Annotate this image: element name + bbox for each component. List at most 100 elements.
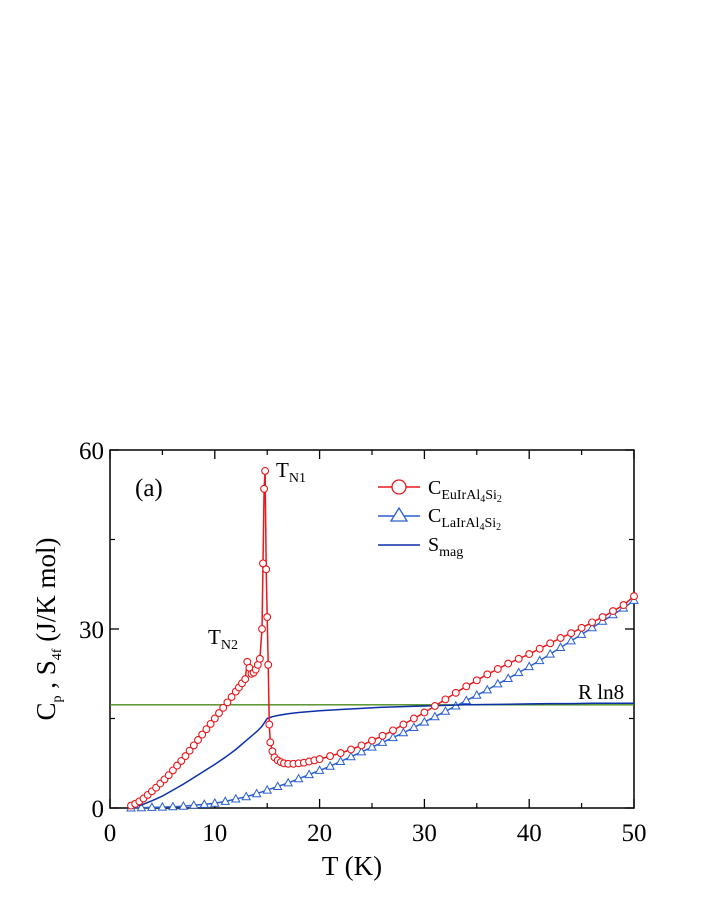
point-eu-76: [525, 650, 534, 659]
point-la-26: [398, 727, 409, 737]
point-la-13: [262, 784, 273, 794]
point-eu-57: [326, 752, 335, 761]
point-la-22: [356, 746, 367, 756]
legend-entry-eu: CEuIrAl4Si2: [378, 477, 502, 505]
point-eu-74: [504, 659, 513, 668]
point-eu-15: [189, 741, 198, 750]
point-la-30: [440, 706, 451, 715]
point-eu-16: [194, 736, 202, 744]
series-eu: [127, 466, 638, 810]
point-la-19: [325, 760, 335, 770]
point-eu-70: [462, 682, 471, 691]
y-tick-label-1: 30: [79, 617, 104, 644]
y-axis-title: Cp , S4f (J/K mol): [31, 538, 65, 721]
point-eu-43: [265, 720, 274, 729]
point-eu-28: [241, 675, 250, 684]
point-eu-10: [168, 766, 177, 775]
point-eu-60: [357, 741, 366, 750]
point-eu-37: [259, 559, 267, 568]
point-la-15: [283, 777, 294, 787]
point-la-36: [503, 673, 514, 682]
x-tick-label-4: 40: [517, 820, 542, 847]
point-eu-68: [441, 695, 450, 704]
svg-text:Smag: Smag: [428, 534, 463, 560]
point-eu-63: [389, 726, 397, 735]
point-la-42: [566, 635, 576, 645]
point-la-8: [209, 797, 220, 807]
point-eu-59: [347, 745, 355, 754]
point-eu-75: [514, 654, 523, 663]
legend-marker-la: [389, 506, 409, 522]
point-eu-35: [255, 654, 264, 663]
point-la-41: [555, 642, 566, 651]
point-la-44: [587, 622, 597, 632]
series-smag: [130, 702, 634, 809]
point-la-9: [220, 796, 231, 805]
point-la-40: [545, 648, 556, 658]
point-eu-80: [567, 629, 576, 638]
point-eu-85: [619, 601, 628, 610]
point-eu-81: [577, 623, 586, 632]
point-la-21: [346, 751, 356, 761]
point-eu-78: [546, 639, 555, 648]
point-la-24: [377, 737, 388, 746]
point-eu-62: [378, 731, 387, 740]
point-eu-77: [535, 644, 544, 653]
point-eu-13: [181, 752, 190, 761]
legend-entry-la: CLaIrAl4Si2: [378, 505, 501, 533]
point-la-3: [157, 801, 168, 811]
point-eu-17: [198, 730, 207, 739]
point-eu-12: [177, 756, 186, 765]
series-la: [126, 595, 639, 812]
annotation-tn1: TN1: [276, 458, 306, 486]
point-la-11: [241, 791, 252, 801]
x-tick-label-0: 0: [104, 820, 117, 847]
x-tick-label-1: 10: [202, 820, 227, 847]
y-tick-label-2: 60: [79, 438, 104, 465]
point-eu-64: [399, 720, 408, 729]
point-la-37: [513, 667, 524, 677]
series-line-smag: [130, 702, 634, 809]
point-eu-67: [430, 702, 439, 710]
point-eu-73: [493, 665, 502, 673]
x-tick-label-5: 50: [622, 820, 647, 847]
point-la-25: [388, 732, 398, 742]
point-eu-23: [223, 698, 232, 707]
point-eu-84: [609, 607, 617, 616]
point-eu-22: [219, 703, 228, 712]
point-la-16: [293, 773, 304, 783]
point-la-6: [188, 800, 199, 809]
point-eu-61: [368, 736, 376, 745]
x-tick-label-3: 30: [412, 820, 437, 847]
svg-text:CEuIrAl4Si2: CEuIrAl4Si2: [428, 477, 502, 505]
legend-entry-smag: Smag: [378, 534, 463, 560]
point-la-7: [199, 799, 210, 808]
point-la-4: [168, 801, 178, 811]
point-eu-38: [260, 484, 269, 493]
point-la-34: [482, 684, 493, 694]
point-la-29: [430, 711, 440, 721]
point-la-23: [367, 741, 377, 751]
point-la-12: [251, 788, 262, 798]
point-la-38: [524, 661, 535, 671]
axis-tick-labels: 0 10 20 30 40 50 0 30 60: [79, 438, 647, 847]
point-eu-82: [588, 618, 597, 627]
point-eu-69: [451, 688, 460, 697]
point-la-14: [272, 781, 283, 790]
point-la-20: [335, 756, 346, 765]
point-eu-86: [630, 592, 638, 601]
point-eu-42: [264, 660, 273, 669]
point-eu-44: [266, 738, 275, 747]
point-eu-18: [202, 725, 211, 734]
point-eu-20: [210, 714, 219, 723]
point-la-10: [230, 793, 241, 803]
point-eu-9: [164, 771, 173, 780]
point-eu-56: [315, 755, 324, 764]
series-layer: [110, 466, 639, 812]
annotation-tn2: TN2: [208, 625, 238, 653]
point-eu-36: [258, 625, 266, 633]
point-la-17: [304, 769, 314, 779]
point-eu-83: [598, 613, 607, 622]
point-la-33: [471, 689, 482, 699]
